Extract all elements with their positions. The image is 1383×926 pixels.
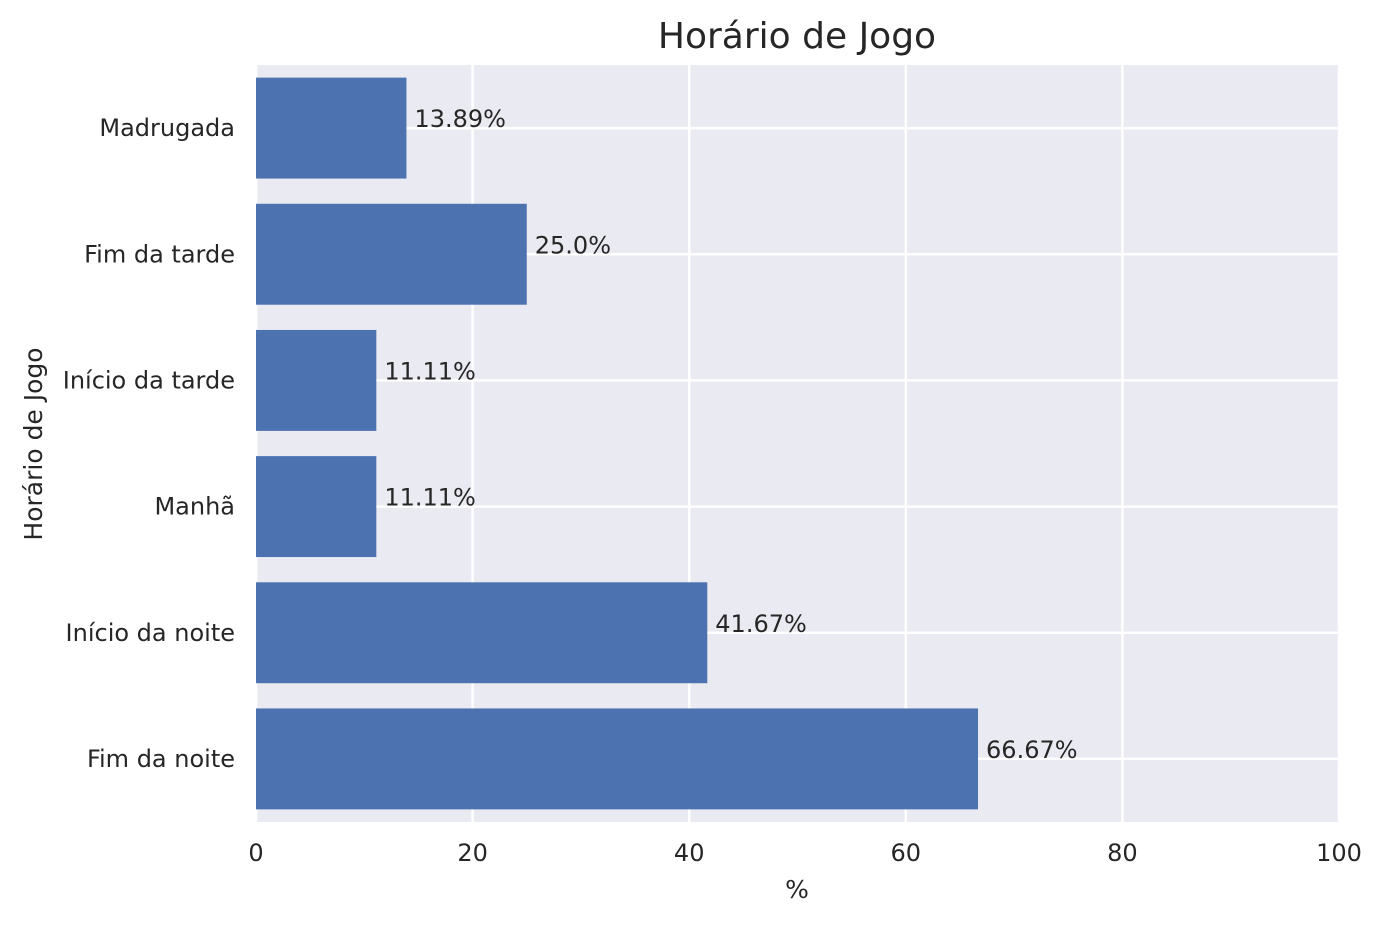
bar-value-label: 11.11%: [384, 357, 476, 385]
bar-value-label: 13.89%: [414, 105, 506, 133]
bar-value-label: 66.67%: [986, 736, 1078, 764]
x-axis-label: %: [785, 875, 809, 904]
bar: [256, 329, 377, 431]
x-tick-label: 40: [674, 839, 705, 867]
y-tick-label: Início da tarde: [63, 366, 235, 394]
bar-value-label: 25.0%: [535, 231, 611, 259]
chart-title: Horário de Jogo: [658, 16, 936, 57]
x-tick-label: 0: [248, 839, 263, 867]
y-axis-label: Horário de Jogo: [19, 347, 48, 540]
x-tick-label: 60: [891, 839, 922, 867]
bar: [256, 77, 407, 179]
x-tick-labels: 0 20 40 60 80 100: [248, 839, 1362, 867]
x-tick-label: 100: [1316, 839, 1362, 867]
bar-value-label: 11.11%: [384, 484, 476, 512]
y-tick-label: Fim da noite: [87, 745, 235, 773]
bars: [256, 77, 979, 810]
y-tick-labels: Fim da noite Início da noite Manhã Início d…: [63, 114, 235, 773]
x-tick-label: 20: [457, 839, 488, 867]
bar: [256, 708, 979, 810]
plot-area: [256, 65, 1339, 822]
value-labels: 66.67% 41.67% 11.11% 11.11% 25.0% 13.89%: [384, 105, 1077, 764]
bar: [256, 582, 708, 684]
bar: [256, 456, 377, 558]
bar: [256, 203, 527, 305]
y-tick-label: Início da noite: [66, 619, 235, 647]
y-tick-label: Fim da tarde: [84, 240, 235, 268]
y-tick-label: Manhã: [154, 493, 235, 521]
x-tick-label: 80: [1107, 839, 1138, 867]
bar-value-label: 41.67%: [715, 610, 807, 638]
y-tick-label: Madrugada: [99, 114, 235, 142]
